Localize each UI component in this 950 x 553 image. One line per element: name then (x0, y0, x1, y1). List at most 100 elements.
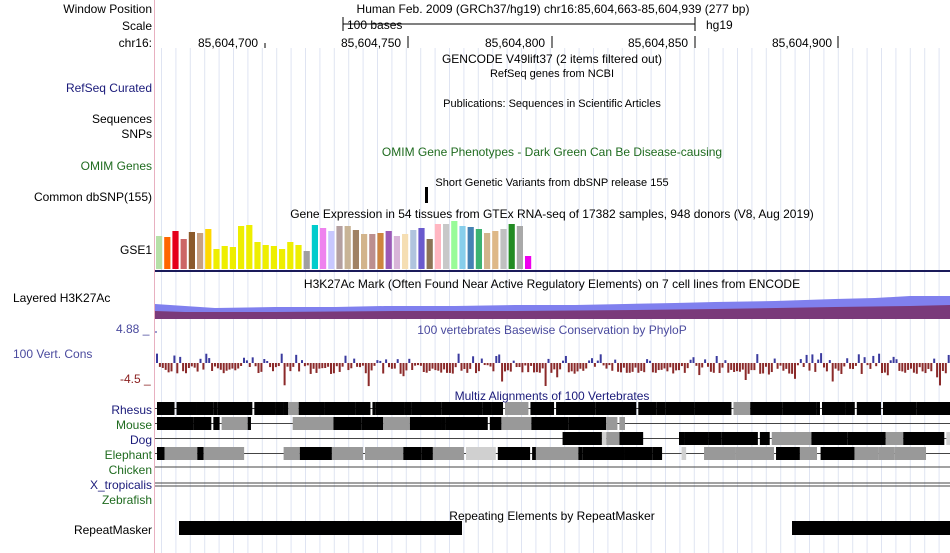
cons-bar-negative (823, 363, 825, 368)
ruler-tick-label: 85,604,750 (341, 36, 402, 50)
repeat-element (792, 521, 950, 535)
dog-block (847, 432, 886, 445)
publications-title[interactable]: Publications: Sequences in Scientific Ar… (443, 98, 661, 110)
cons-bar-negative (272, 363, 274, 372)
cons-bar-positive (689, 359, 692, 363)
mouse-block (606, 417, 618, 430)
rhesus-block (375, 402, 405, 415)
cons-bar-positive (863, 357, 866, 363)
browser-tracks-svg[interactable] (155, 0, 950, 553)
refseq-label[interactable]: RefSeq Curated (65, 81, 152, 95)
multiz-alignments (155, 402, 950, 487)
track-area[interactable] (155, 0, 950, 553)
cons-bar-negative (538, 363, 541, 373)
rhesus-block (638, 402, 657, 415)
cons-bar-positive (480, 358, 483, 363)
cons-bar-positive (156, 353, 158, 363)
window-position-value[interactable]: Human Feb. 2009 (GRCh37/hg19) chr16:85,6… (356, 2, 750, 16)
gencode-title[interactable]: GENCODE V49lift37 (2 items filtered out) (441, 52, 663, 66)
elephant-block (776, 447, 800, 460)
species-chicken[interactable]: Chicken (108, 463, 152, 477)
mouse-block (292, 417, 334, 430)
cons-bar-negative (901, 363, 904, 372)
dog-block (903, 432, 945, 445)
conservation-label[interactable]: 100 Vert. Cons (13, 347, 93, 361)
omim-label[interactable]: OMIM Genes (80, 159, 152, 173)
cons-bar-positive (385, 359, 388, 363)
cons-bar-negative (161, 363, 164, 368)
sequences-label[interactable]: Sequences (91, 112, 152, 126)
cons-bar-negative (219, 363, 222, 370)
conservation-title[interactable]: 100 vertebrates Basewise Conservation by… (417, 323, 687, 337)
gtex-bar (369, 234, 376, 269)
gtex-title[interactable]: Gene Expression in 54 tissues from GTEx … (290, 207, 814, 221)
cons-bar-negative (550, 363, 553, 373)
dog-block (606, 432, 620, 445)
cons-bar-positive (649, 360, 651, 363)
h3k27ac-label[interactable]: Layered H3K27Ac (13, 291, 111, 305)
repeatmasker-label[interactable]: RepeatMasker (73, 523, 152, 537)
cons-bar-negative (881, 363, 883, 374)
elephant-block (421, 447, 433, 460)
cons-bar-positive (396, 359, 399, 363)
elephant-block (497, 447, 531, 460)
refseq-title[interactable]: RefSeq genes from NCBI (489, 68, 615, 80)
cons-bar-negative (477, 363, 480, 372)
mouse-block (531, 417, 569, 430)
cons-bar-negative (634, 363, 637, 368)
cons-bar-negative (289, 363, 292, 372)
cons-bar-positive (773, 358, 776, 363)
mouse-block (445, 417, 488, 430)
label-track-divider (154, 0, 155, 553)
h3k27ac-title[interactable]: H3K27Ac Mark (Often Found Near Active Re… (303, 277, 801, 291)
species-mouse[interactable]: Mouse (115, 418, 152, 432)
species-elephant[interactable]: Elephant (104, 448, 152, 462)
cons-bar-negative (167, 363, 170, 373)
cons-bar-negative (825, 363, 828, 372)
ruler-tick-label: 85,604,800 (485, 36, 546, 50)
dog-block (708, 432, 722, 445)
cons-bar-negative (321, 363, 324, 369)
snps-label[interactable]: SNPs (121, 127, 152, 141)
dbsnp-label[interactable]: Common dbSNP(155) (33, 190, 152, 204)
cons-bar-positive (208, 358, 211, 363)
gtex-bar (180, 239, 187, 269)
gtex-bar (385, 231, 392, 269)
cons-bar-positive (857, 354, 860, 363)
gtex-label[interactable]: GSE1 (119, 243, 152, 257)
cons-bar-negative (631, 363, 634, 372)
dog-block (811, 432, 848, 445)
cons-bar-negative (570, 363, 573, 372)
elephant-block (894, 447, 927, 460)
cons-bar-positive (895, 359, 898, 363)
gtex-bar (246, 225, 253, 269)
cons-bar-negative (831, 363, 834, 382)
rhesus-block (530, 402, 555, 415)
cons-bar-positive (692, 357, 695, 363)
omim-title[interactable]: OMIM Gene Phenotypes - Dark Green Can Be… (381, 145, 723, 159)
rhesus-block (694, 402, 732, 415)
species-zebrafish[interactable]: Zebrafish (101, 493, 152, 507)
cons-bar-negative (736, 363, 738, 372)
cons-bar-negative (622, 363, 625, 368)
gtex-bar (377, 233, 384, 269)
gtex-bar (426, 239, 433, 269)
cons-bar-negative (382, 363, 385, 374)
cons-bar-negative (390, 363, 393, 369)
cons-bar-negative (843, 363, 846, 367)
mouse-block (383, 417, 410, 430)
rhesus-block (283, 402, 289, 415)
mouse-block (193, 417, 212, 430)
multiz-title[interactable]: Multiz Alignments of 100 Vertebrates (454, 389, 650, 403)
cons-bar-negative (527, 363, 530, 373)
rhesus-block (404, 402, 412, 415)
dbsnp-title[interactable]: Short Genetic Variants from dbSNP releas… (435, 177, 669, 189)
cons-bar-negative (388, 363, 390, 368)
species-x-tropicalis[interactable]: X_tropicalis (89, 478, 152, 492)
repeatmasker-title[interactable]: Repeating Elements by RepeatMasker (449, 509, 655, 523)
cons-bar-negative (431, 363, 434, 369)
species-rhesus[interactable]: Rhesus (111, 403, 152, 417)
cons-bar-negative (306, 363, 309, 366)
cons-bar-negative (483, 363, 486, 366)
species-dog[interactable]: Dog (129, 433, 152, 447)
